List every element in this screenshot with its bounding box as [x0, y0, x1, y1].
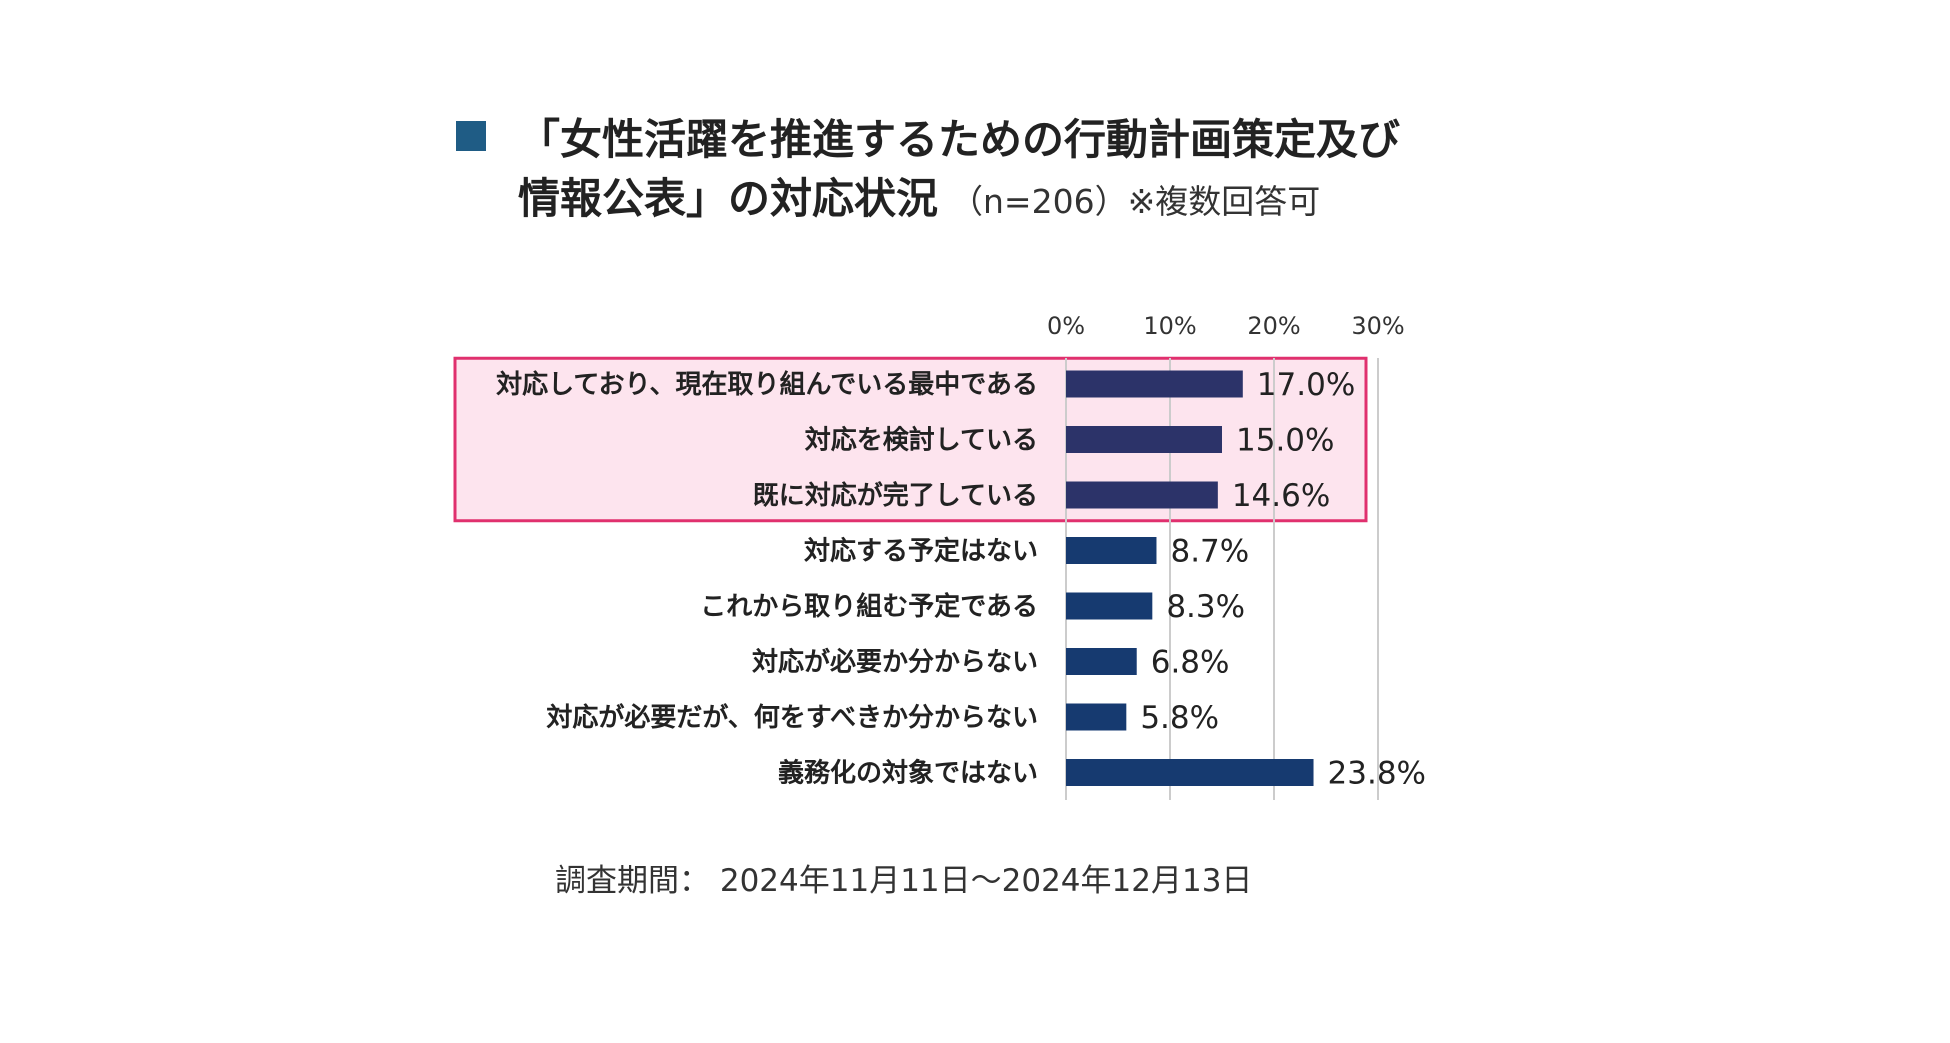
- value-label: 14.6%: [1232, 478, 1330, 514]
- category-label: これから取り組む予定である: [700, 591, 1038, 622]
- category-label: 対応を検討している: [805, 425, 1038, 456]
- value-label: 23.8%: [1328, 756, 1426, 792]
- category-label: 対応が必要か分からない: [752, 647, 1038, 678]
- x-tick-label: 30%: [1351, 312, 1404, 340]
- value-label: 8.3%: [1166, 589, 1245, 625]
- survey-period: 調査期間： 2024年11月11日～2024年12月13日: [555, 863, 1253, 899]
- category-label: 義務化の対象ではない: [778, 758, 1038, 789]
- chart-title-line-2: 情報公表」の対応状況 （n=206）※複数回答可: [518, 165, 1320, 226]
- category-label: 対応する予定はない: [804, 536, 1038, 567]
- bar: [1066, 426, 1222, 453]
- x-tick-label: 0%: [1047, 312, 1085, 340]
- chart-title-line-1: 「女性活躍を推進するための行動計画策定及び: [518, 115, 1401, 164]
- bar: [1066, 537, 1157, 564]
- bar: [1066, 592, 1153, 620]
- bar: [1066, 759, 1314, 786]
- x-tick-label: 10%: [1143, 312, 1196, 340]
- chart-title-note: （n=206）※複数回答可: [950, 182, 1321, 221]
- value-label: 5.8%: [1140, 700, 1219, 736]
- bar: [1066, 481, 1218, 509]
- category-label: 既に対応が完了している: [753, 480, 1038, 511]
- value-label: 15.0%: [1236, 423, 1334, 459]
- category-label: 対応が必要だが、何をすべきか分からない: [546, 702, 1038, 733]
- chart-title-line-2-text: 情報公表」の対応状況: [518, 174, 939, 223]
- value-label: 8.7%: [1170, 534, 1249, 570]
- category-label: 対応しており、現在取り組んでいる最中である: [496, 369, 1038, 400]
- title-marker-square: [456, 121, 486, 151]
- value-label: 6.8%: [1151, 645, 1230, 681]
- bar: [1066, 370, 1243, 398]
- bar: [1066, 703, 1127, 731]
- x-tick-label: 20%: [1247, 312, 1300, 340]
- bar: [1066, 648, 1137, 675]
- value-label: 17.0%: [1257, 367, 1355, 403]
